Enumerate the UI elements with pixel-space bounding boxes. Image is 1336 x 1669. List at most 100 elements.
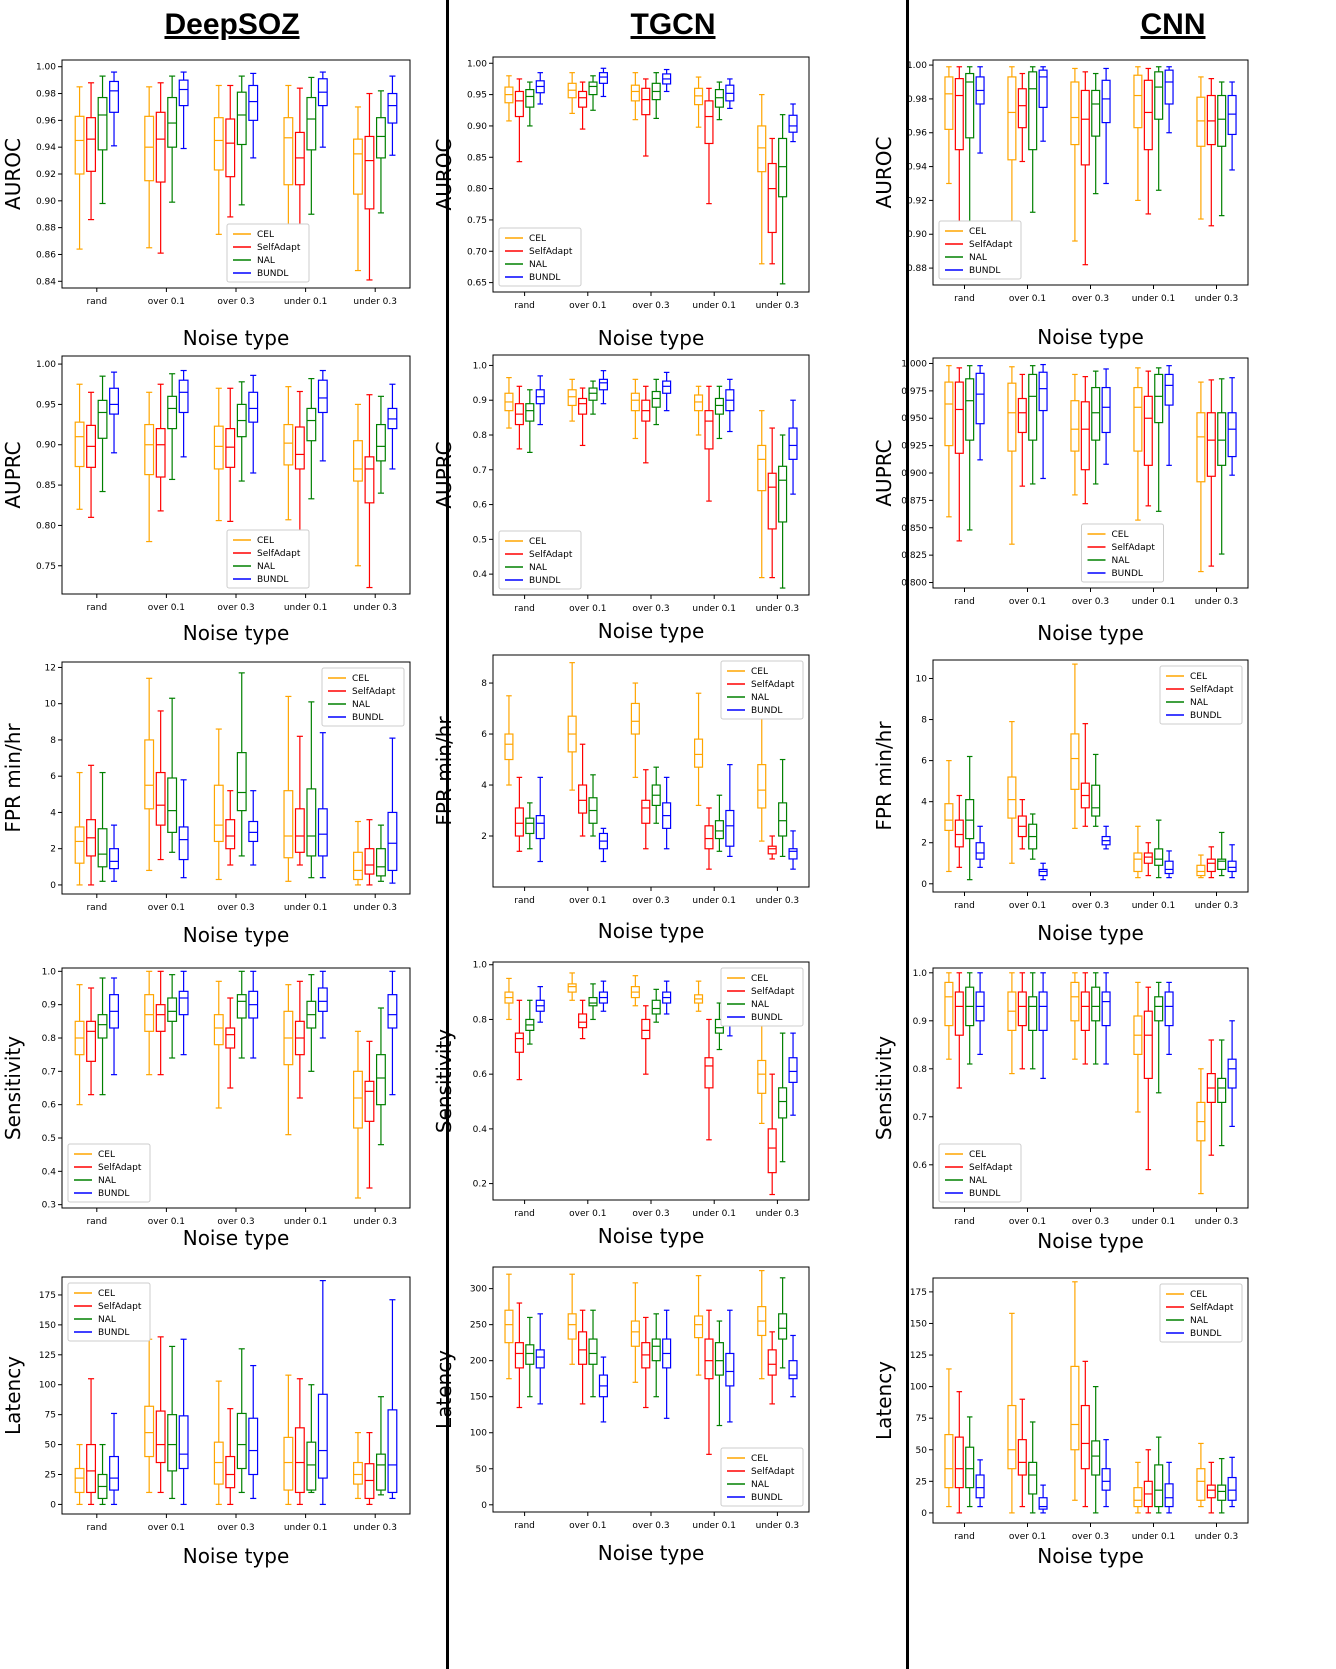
cnn-auprc-ytick-label: 1.000 [901,359,927,369]
iqr-box [178,1415,189,1470]
tgcn-auroc-ytick-label: 0.85 [467,153,487,163]
tgcn-auprc-ytick-label: 0.4 [473,570,488,580]
tgcn-auroc-box-bundl-over-0-1 [598,67,608,98]
legend-label-bundl: BUNDL [529,273,560,283]
iqr-box [704,410,714,450]
legend-label-selfadapt: SelfAdapt [352,687,396,697]
cnn-auprc-xlabel: Noise type [1037,621,1144,645]
cnn-sensitivity-box-cel-over-0-1 [1007,972,1017,1075]
tgcn-fpr-min-hr-xtick-label: over 0.1 [569,896,606,906]
tgcn-latency-box-bundl-under-0-3 [788,1334,798,1398]
tgcn-latency-panel: 0 50 100 150 200 250 300 Latency rand over 0.1 ove… [432,1266,810,1565]
legend-label-nal: NAL [1190,1316,1208,1326]
deepsoz-auroc-ytick-label: 0.94 [36,143,56,153]
cnn-auprc-box-cel-over-0-1 [1007,366,1017,545]
iqr-box [1038,868,1048,877]
iqr-box [704,825,714,850]
legend-label-nal: NAL [529,260,547,270]
iqr-box [944,1433,954,1489]
iqr-box [588,81,598,96]
iqr-box [353,440,363,482]
deepsoz-sensitivity-box-bundl-over-0-1 [178,970,189,1056]
deepsoz-sensitivity-box-selfadapt-under-0-3 [364,1040,375,1189]
deepsoz-fpr-min-hr-box-bundl-over-0-3 [248,790,259,866]
iqr-box [944,803,954,832]
iqr-box [364,848,375,875]
deepsoz-auprc-box-selfadapt-over-0-1 [155,383,166,512]
deepsoz-sensitivity-ytick-label: 0.6 [42,1101,57,1111]
cnn-sensitivity-box-bundl-under-0-3 [1227,1020,1237,1128]
cnn-auprc-box-bundl-over-0-3 [1101,368,1111,465]
deepsoz-sensitivity-box-selfadapt-rand [86,987,97,1096]
cnn-sensitivity-box-nal-under-0-3 [1217,1039,1227,1147]
iqr-box [97,1014,108,1039]
iqr-box [1206,858,1216,873]
tgcn-auprc-box-cel-rand [504,377,514,429]
cnn-latency-ytick-label: 125 [910,1351,927,1361]
iqr-box [567,1313,577,1340]
iqr-box [714,820,724,840]
deepsoz-auprc-box-cel-over-0-3 [213,387,224,522]
cnn-auroc-ytick-label: 0.94 [907,163,927,173]
deepsoz-latency-xtick-label: under 0.3 [353,1523,397,1533]
cnn-latency-panel: 0 25 50 75 100 125 150 175 Latency rand over 0.1 ov… [872,1277,1249,1568]
tgcn-latency-ytick-label: 250 [470,1321,487,1331]
iqr-box [294,131,305,186]
iqr-box [1164,69,1174,105]
deepsoz-latency-ytick-label: 25 [45,1471,56,1481]
deepsoz-fpr-min-hr-box-nal-over-0-3 [236,672,247,857]
iqr-box [965,1446,975,1489]
tgcn-auroc-box-nal-under-0-3 [778,114,788,285]
cnn-fpr-min-hr-box-selfadapt-over-0-1 [1017,799,1027,850]
cnn-auprc-ytick-label: 0.900 [901,469,927,479]
tgcn-latency-box-nal-over-0-1 [588,1309,598,1398]
deepsoz-auroc-ylabel: AUROC [1,138,25,210]
tgcn-fpr-min-hr-panel: 2 4 6 8 FPR min/hr rand over 0.1 over 0.3 under … [432,654,810,943]
iqr-box [1196,412,1206,483]
cnn-auprc-box-selfadapt-under-0-3 [1206,379,1216,567]
tgcn-sensitivity-box-bundl-rand [535,986,545,1023]
tgcn-auprc-box-selfadapt-over-0-1 [578,387,588,447]
deepsoz-auprc-box-nal-under-0-1 [306,377,317,500]
iqr-box [1217,1077,1227,1104]
deepsoz-auprc-ytick-label: 0.75 [36,562,56,572]
cnn-fpr-min-hr-ytick-label: 4 [921,798,927,808]
tgcn-sensitivity-box-nal-under-0-3 [778,1032,788,1163]
iqr-box [975,1474,985,1499]
iqr-box [757,1059,767,1094]
iqr-box [306,1441,317,1491]
deepsoz-latency-box-selfadapt-rand [86,1378,97,1506]
iqr-box [954,819,964,848]
tgcn-fpr-min-hr-xtick-label: rand [514,896,535,906]
deepsoz-auroc-ytick-label: 0.96 [36,116,56,126]
deepsoz-fpr-min-hr-box-nal-over-0-1 [167,697,178,853]
deepsoz-auroc-ytick-label: 0.98 [36,90,56,100]
deepsoz-sensitivity-legend: CEL SelfAdapt NAL BUNDL [67,1143,151,1203]
deepsoz-fpr-min-hr-xtick-label: under 0.3 [353,903,397,913]
deepsoz-auroc-xtick-label: under 0.1 [284,297,328,307]
deepsoz-latency-xtick-label: under 0.1 [284,1523,328,1533]
tgcn-latency-box-cel-rand [504,1273,514,1380]
deepsoz-auroc-box-cel-rand [74,86,85,250]
cnn-fpr-min-hr-xtick-label: under 0.3 [1195,901,1239,911]
deepsoz-sensitivity-box-nal-over-0-3 [236,970,247,1059]
deepsoz-auprc-box-nal-rand [97,375,108,493]
deepsoz-latency-box-nal-under-0-1 [306,1384,317,1494]
cnn-latency-box-bundl-under-0-3 [1227,1456,1237,1508]
cnn-auroc-ytick-label: 0.96 [907,129,927,139]
cnn-sensitivity-box-selfadapt-under-0-1 [1143,986,1153,1171]
tgcn-latency-xtick-label: under 0.1 [692,1521,736,1531]
legend-label-cel: CEL [1112,530,1129,540]
iqr-box [86,117,97,172]
iqr-box [144,739,155,810]
iqr-box [567,983,577,993]
iqr-box [788,848,798,860]
cnn-auroc-box-cel-under-0-1 [1133,66,1143,202]
iqr-box [1080,401,1090,471]
iqr-box [364,135,375,210]
iqr-box [144,115,155,182]
deepsoz-auroc-ytick-label: 0.86 [36,250,56,260]
tgcn-auroc-box-bundl-under-0-1 [725,78,735,109]
tgcn-sensitivity-box-selfadapt-over-0-3 [641,1005,651,1075]
iqr-box [144,1405,155,1458]
